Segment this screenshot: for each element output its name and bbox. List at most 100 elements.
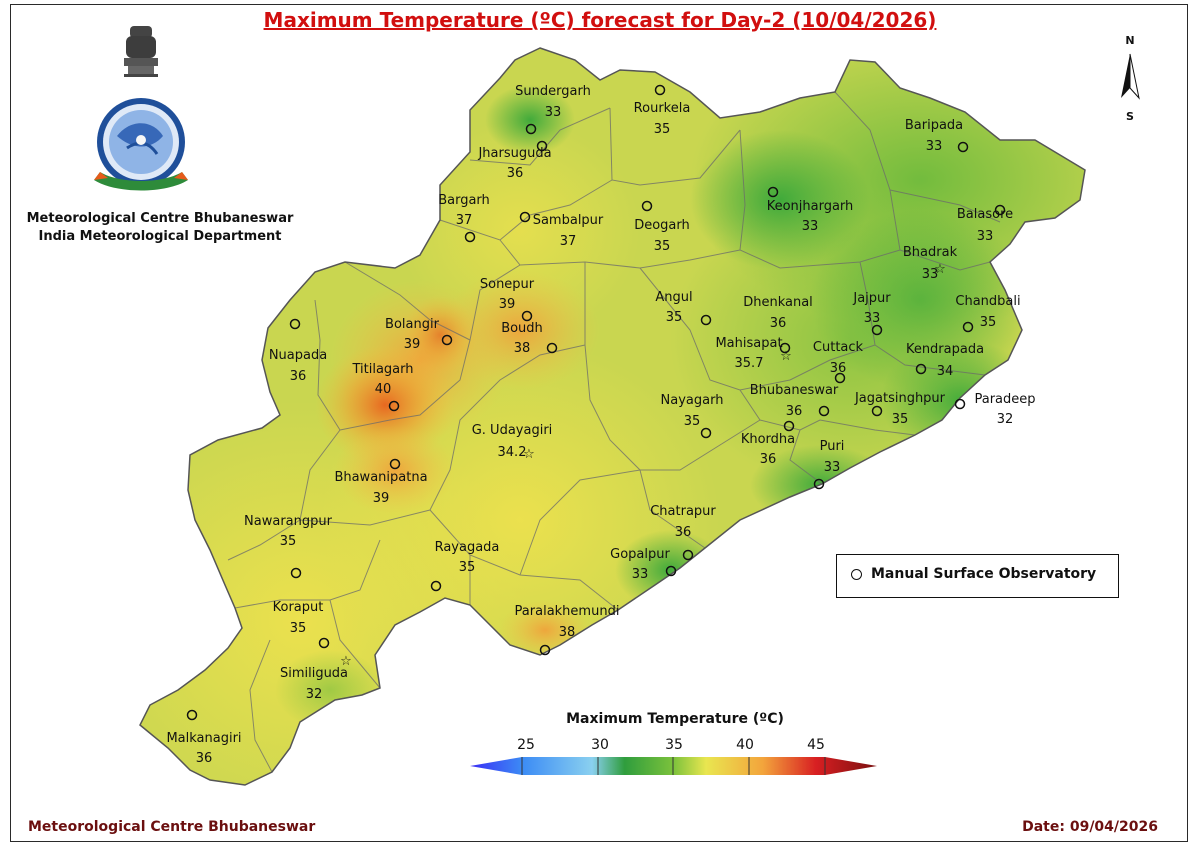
org-name: Meteorological Centre Bhubaneswar (26, 211, 294, 226)
station-circle-icon (994, 204, 1006, 216)
station-circle-icon (962, 321, 974, 333)
imd-circle-logo-icon (97, 98, 185, 186)
org-subtitle: India Meteorological Department (38, 229, 282, 244)
station-nawarangpur: Nawarangpur 35 (244, 514, 333, 579)
station-name: Nuapada (269, 348, 327, 363)
station-temperature: 36 (507, 166, 524, 181)
station-jharsuguda: Jharsuguda 36 (477, 140, 552, 181)
station-circle-icon (654, 84, 666, 96)
station-temperature: 34.2 (498, 445, 527, 460)
station-temperature: 36 (830, 361, 847, 376)
station-circle-icon (641, 200, 653, 212)
station-name: Chandbali (955, 294, 1020, 309)
station-name: Paradeep (974, 392, 1035, 407)
station-name: Rourkela (634, 101, 691, 116)
stations-layer: Sundergarh 33 Rourkela 35 Jharsuguda 36 Bargar… (166, 84, 1035, 766)
station-temperature: 38 (514, 341, 531, 356)
map-title: Maximum Temperature (ºC) forecast for Da… (263, 8, 937, 32)
station-name: Sambalpur (533, 213, 604, 228)
station-circle-icon (813, 478, 825, 490)
south-label: S (1126, 110, 1134, 122)
station-name: Bhubaneswar (750, 383, 839, 398)
station-star-icon: ☆ (780, 349, 792, 364)
colorbar-tick-label: 25 (517, 737, 535, 753)
station-temperature: 36 (786, 404, 803, 419)
colorbar (470, 757, 877, 775)
station-puri: Puri 33 (813, 439, 844, 490)
station-dhenkanal: Dhenkanal 36 (743, 295, 813, 354)
station-circle-icon (290, 567, 302, 579)
station-circle-icon (871, 324, 883, 336)
station-temperature: 32 (997, 412, 1014, 427)
station-cuttack: Cuttack 36 (813, 340, 864, 384)
station-deogarh: Deogarh 35 (634, 200, 690, 254)
station-name: Baripada (905, 118, 963, 133)
observatory-circle-icon (851, 569, 862, 580)
station-temperature: 37 (560, 234, 577, 249)
station-temperature: 33 (922, 267, 939, 282)
colorbar-tick-label: 30 (591, 737, 609, 753)
station-nuapada: Nuapada 36 (269, 318, 327, 384)
station-circle-icon (915, 363, 927, 375)
station-name: Bolangir (385, 317, 440, 332)
station-circle-icon (441, 334, 453, 346)
station-circle-icon (388, 400, 400, 412)
station-name: Titilagarh (351, 362, 413, 377)
station-circle-icon (954, 398, 966, 410)
station-star-icon: ☆ (523, 447, 535, 462)
station-name: Balasore (957, 207, 1013, 222)
north-label: N (1125, 34, 1134, 47)
station-star-icon: ☆ (340, 654, 352, 669)
station-baripada: Baripada 33 (905, 118, 969, 154)
station-temperature: 35 (684, 414, 701, 429)
station-balasore: Balasore 33 (957, 204, 1013, 244)
station-temperature: 32 (306, 687, 323, 702)
station-malkanagiri: Malkanagiri 36 (166, 709, 242, 766)
colorbar-title: Maximum Temperature (ºC) (566, 711, 784, 727)
station-circle-icon (536, 140, 548, 152)
station-temperature: 33 (926, 139, 943, 154)
station-name: Sundergarh (515, 84, 591, 99)
station-circle-icon (289, 318, 301, 330)
footer-date: Date: 09/04/2026 (1022, 819, 1158, 835)
station-name: Bhadrak (903, 245, 958, 260)
station-nayagarh: Nayagarh 35 (661, 393, 724, 439)
legend-label: Manual Surface Observatory (871, 566, 1097, 582)
station-name: Chatrapur (650, 504, 716, 519)
station-circle-icon (546, 342, 558, 354)
station-koraput: Koraput 35 (273, 600, 330, 649)
station-bargarh: Bargarh 37 (438, 193, 490, 243)
station-circle-icon (834, 372, 846, 384)
district-borders (227, 91, 1001, 773)
station-circle-icon (318, 637, 330, 649)
station-circle-icon (871, 405, 883, 417)
station-temperature: 37 (456, 213, 473, 228)
legend: Manual Surface Observatory (836, 554, 1119, 598)
station-sambalpur: Sambalpur 37 (519, 211, 604, 249)
station-name: Bhawanipatna (334, 470, 427, 485)
station-circle-icon (783, 420, 795, 432)
station-temperature: 36 (675, 525, 692, 540)
station-paradeep: Paradeep 32 (954, 392, 1036, 427)
north-arrow-icon: N S (1121, 34, 1140, 122)
station-temperature: 35 (290, 621, 307, 636)
station-temperature: 36 (290, 369, 307, 384)
station-temperature: 39 (373, 491, 390, 506)
station-bolangir: Bolangir 39 (385, 317, 453, 352)
station-name: Paralakhemundi (515, 604, 620, 619)
station-circle-icon (767, 186, 779, 198)
station-star-icon: ☆ (934, 262, 946, 277)
station-name: Keonjhargarh (767, 199, 854, 214)
station-circle-icon (464, 231, 476, 243)
station-circle-icon (389, 458, 401, 470)
station-name: Jagatsinghpur (854, 391, 946, 406)
station-temperature: 35 (459, 560, 476, 575)
station-name: Nayagarh (661, 393, 724, 408)
station-temperature: 38 (559, 625, 576, 640)
imd-logo (94, 26, 188, 191)
station-name: Nawarangpur (244, 514, 333, 529)
station-name: Gopalpur (610, 547, 670, 562)
station-keonjhargarh: Keonjhargarh 33 (767, 186, 854, 234)
station-name: Similiguda (280, 666, 348, 681)
